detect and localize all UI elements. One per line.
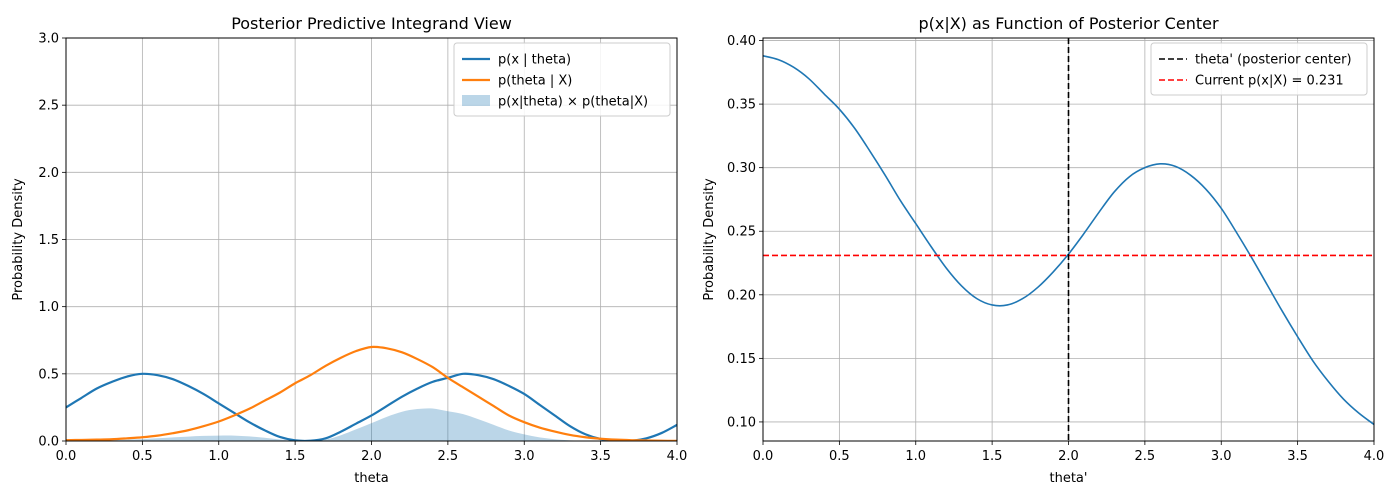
x-tick-label: 4.0 [1364, 449, 1385, 464]
chart-title: p(x|X) as Function of Posterior Center [918, 14, 1218, 33]
y-tick-label: 1.5 [38, 233, 59, 248]
legend-label: p(theta | X) [498, 74, 572, 89]
x-tick-label: 2.5 [1135, 449, 1156, 464]
x-tick-label: 3.5 [590, 449, 611, 464]
legend: theta' (posterior center) Current p(x|X) … [1150, 42, 1368, 96]
y-tick-label: 0.5 [38, 367, 59, 382]
y-tick-label: 0.25 [727, 225, 756, 240]
legend-label: p(x|theta) × p(theta|X) [498, 95, 648, 110]
legend-label: p(x | theta) [498, 53, 571, 68]
legend-box [453, 42, 671, 117]
y-axis-label: Probability Density [11, 178, 26, 301]
left-chart-panel: 0.0 0.5 1.0 1.5 2.0 2.5 3.0 3.5 4.0 0.0 0.5 1.0 1.5 2… [11, 14, 687, 486]
y-tick-label: 0.20 [727, 288, 756, 303]
chart-title: Posterior Predictive Integrand View [231, 14, 512, 33]
legend: p(x | theta) p(theta | X) p(x|theta) × p(t… [453, 42, 671, 117]
plot-area [66, 345, 677, 441]
axes-frame [762, 37, 1375, 442]
series-line-p-x-theta [66, 372, 677, 441]
series-area-integrand [66, 408, 677, 441]
x-tick-label: 0.5 [132, 449, 153, 464]
x-tick-label: 2.0 [1058, 449, 1079, 464]
plot-area [763, 38, 1374, 441]
series-line-p-theta-x [66, 345, 677, 441]
x-tick-label: 2.5 [438, 449, 459, 464]
x-tick-label: 0.0 [56, 449, 77, 464]
right-chart-panel: 0.0 0.5 1.0 1.5 2.0 2.5 3.0 3.5 4.0 0.10 0.15 0.20 0… [702, 14, 1384, 486]
x-tick-label: 1.5 [982, 449, 1003, 464]
x-tick-label: 3.0 [1211, 449, 1232, 464]
legend-label: Current p(x|X) = 0.231 [1195, 74, 1344, 89]
x-tick-label: 2.0 [361, 449, 382, 464]
x-axis-label: theta' [1050, 471, 1088, 486]
y-tick-label: 0.35 [727, 98, 756, 113]
y-tick-label: 0.15 [727, 352, 756, 367]
x-tick-label: 1.0 [208, 449, 229, 464]
y-tick-label: 2.0 [38, 166, 59, 181]
y-tick-label: 2.5 [38, 99, 59, 114]
y-tick-label: 3.0 [38, 32, 59, 47]
y-axis-label: Probability Density [702, 178, 717, 301]
x-tick-label: 0.5 [829, 449, 850, 464]
x-axis-label: theta [354, 471, 388, 486]
legend-swatch [462, 95, 490, 106]
x-tick-label: 4.0 [667, 449, 688, 464]
axes-frame [65, 37, 678, 442]
y-tick-label: 1.0 [38, 300, 59, 315]
legend-box [1150, 42, 1368, 96]
x-tick-label: 1.0 [905, 449, 926, 464]
y-tick-label: 0.30 [727, 161, 756, 176]
y-tick-label: 0.0 [38, 435, 59, 450]
y-tick-label: 0.10 [727, 415, 756, 430]
x-tick-label: 0.0 [753, 449, 774, 464]
x-tick-label: 3.5 [1287, 449, 1308, 464]
x-tick-label: 1.5 [285, 449, 306, 464]
y-tick-label: 0.40 [727, 34, 756, 49]
legend-label: theta' (posterior center) [1195, 53, 1352, 68]
x-tick-label: 3.0 [514, 449, 535, 464]
